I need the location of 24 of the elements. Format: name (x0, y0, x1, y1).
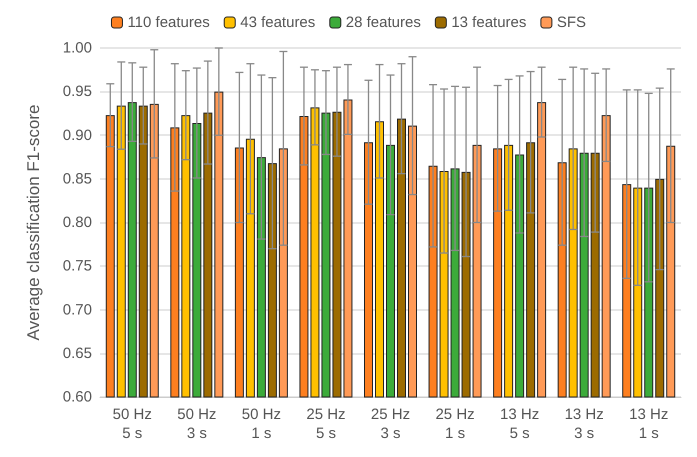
x-tick-label: 25 Hz 1 s (435, 406, 475, 442)
x-tick-label: 13 Hz 3 s (564, 406, 604, 442)
y-tick-label: 0.70 (62, 301, 92, 318)
legend-label: 28 features (346, 14, 421, 31)
y-tick-label: 0.85 (62, 170, 92, 188)
y-tick-label: 0.60 (62, 388, 92, 406)
legend-label: 110 features (127, 14, 210, 31)
x-tick-label: 25 Hz 5 s (306, 406, 346, 442)
y-tick-label: 0.65 (62, 344, 92, 362)
y-tick-label: 0.75 (62, 258, 92, 275)
legend-label: SFS (556, 14, 586, 31)
x-tick-label: 50 Hz 5 s (112, 406, 152, 442)
legend-label: 13 features (451, 14, 526, 31)
legend-label: 43 features (240, 14, 316, 31)
y-tick-label: 0.90 (62, 126, 92, 144)
x-tick-label: 50 Hz 1 s (242, 406, 281, 442)
y-tick-label: 0.95 (62, 83, 92, 100)
y-axis-title: Average classification F1-score (24, 104, 43, 340)
x-tick-label: 13 Hz 5 s (500, 406, 540, 442)
y-tick-label: 1.00 (62, 40, 92, 56)
x-tick-label: 25 Hz 3 s (370, 406, 410, 442)
y-tick-label: 0.80 (62, 214, 92, 231)
x-tick-label: 13 Hz 1 s (629, 406, 668, 442)
x-tick-label: 50 Hz 3 s (177, 406, 216, 442)
